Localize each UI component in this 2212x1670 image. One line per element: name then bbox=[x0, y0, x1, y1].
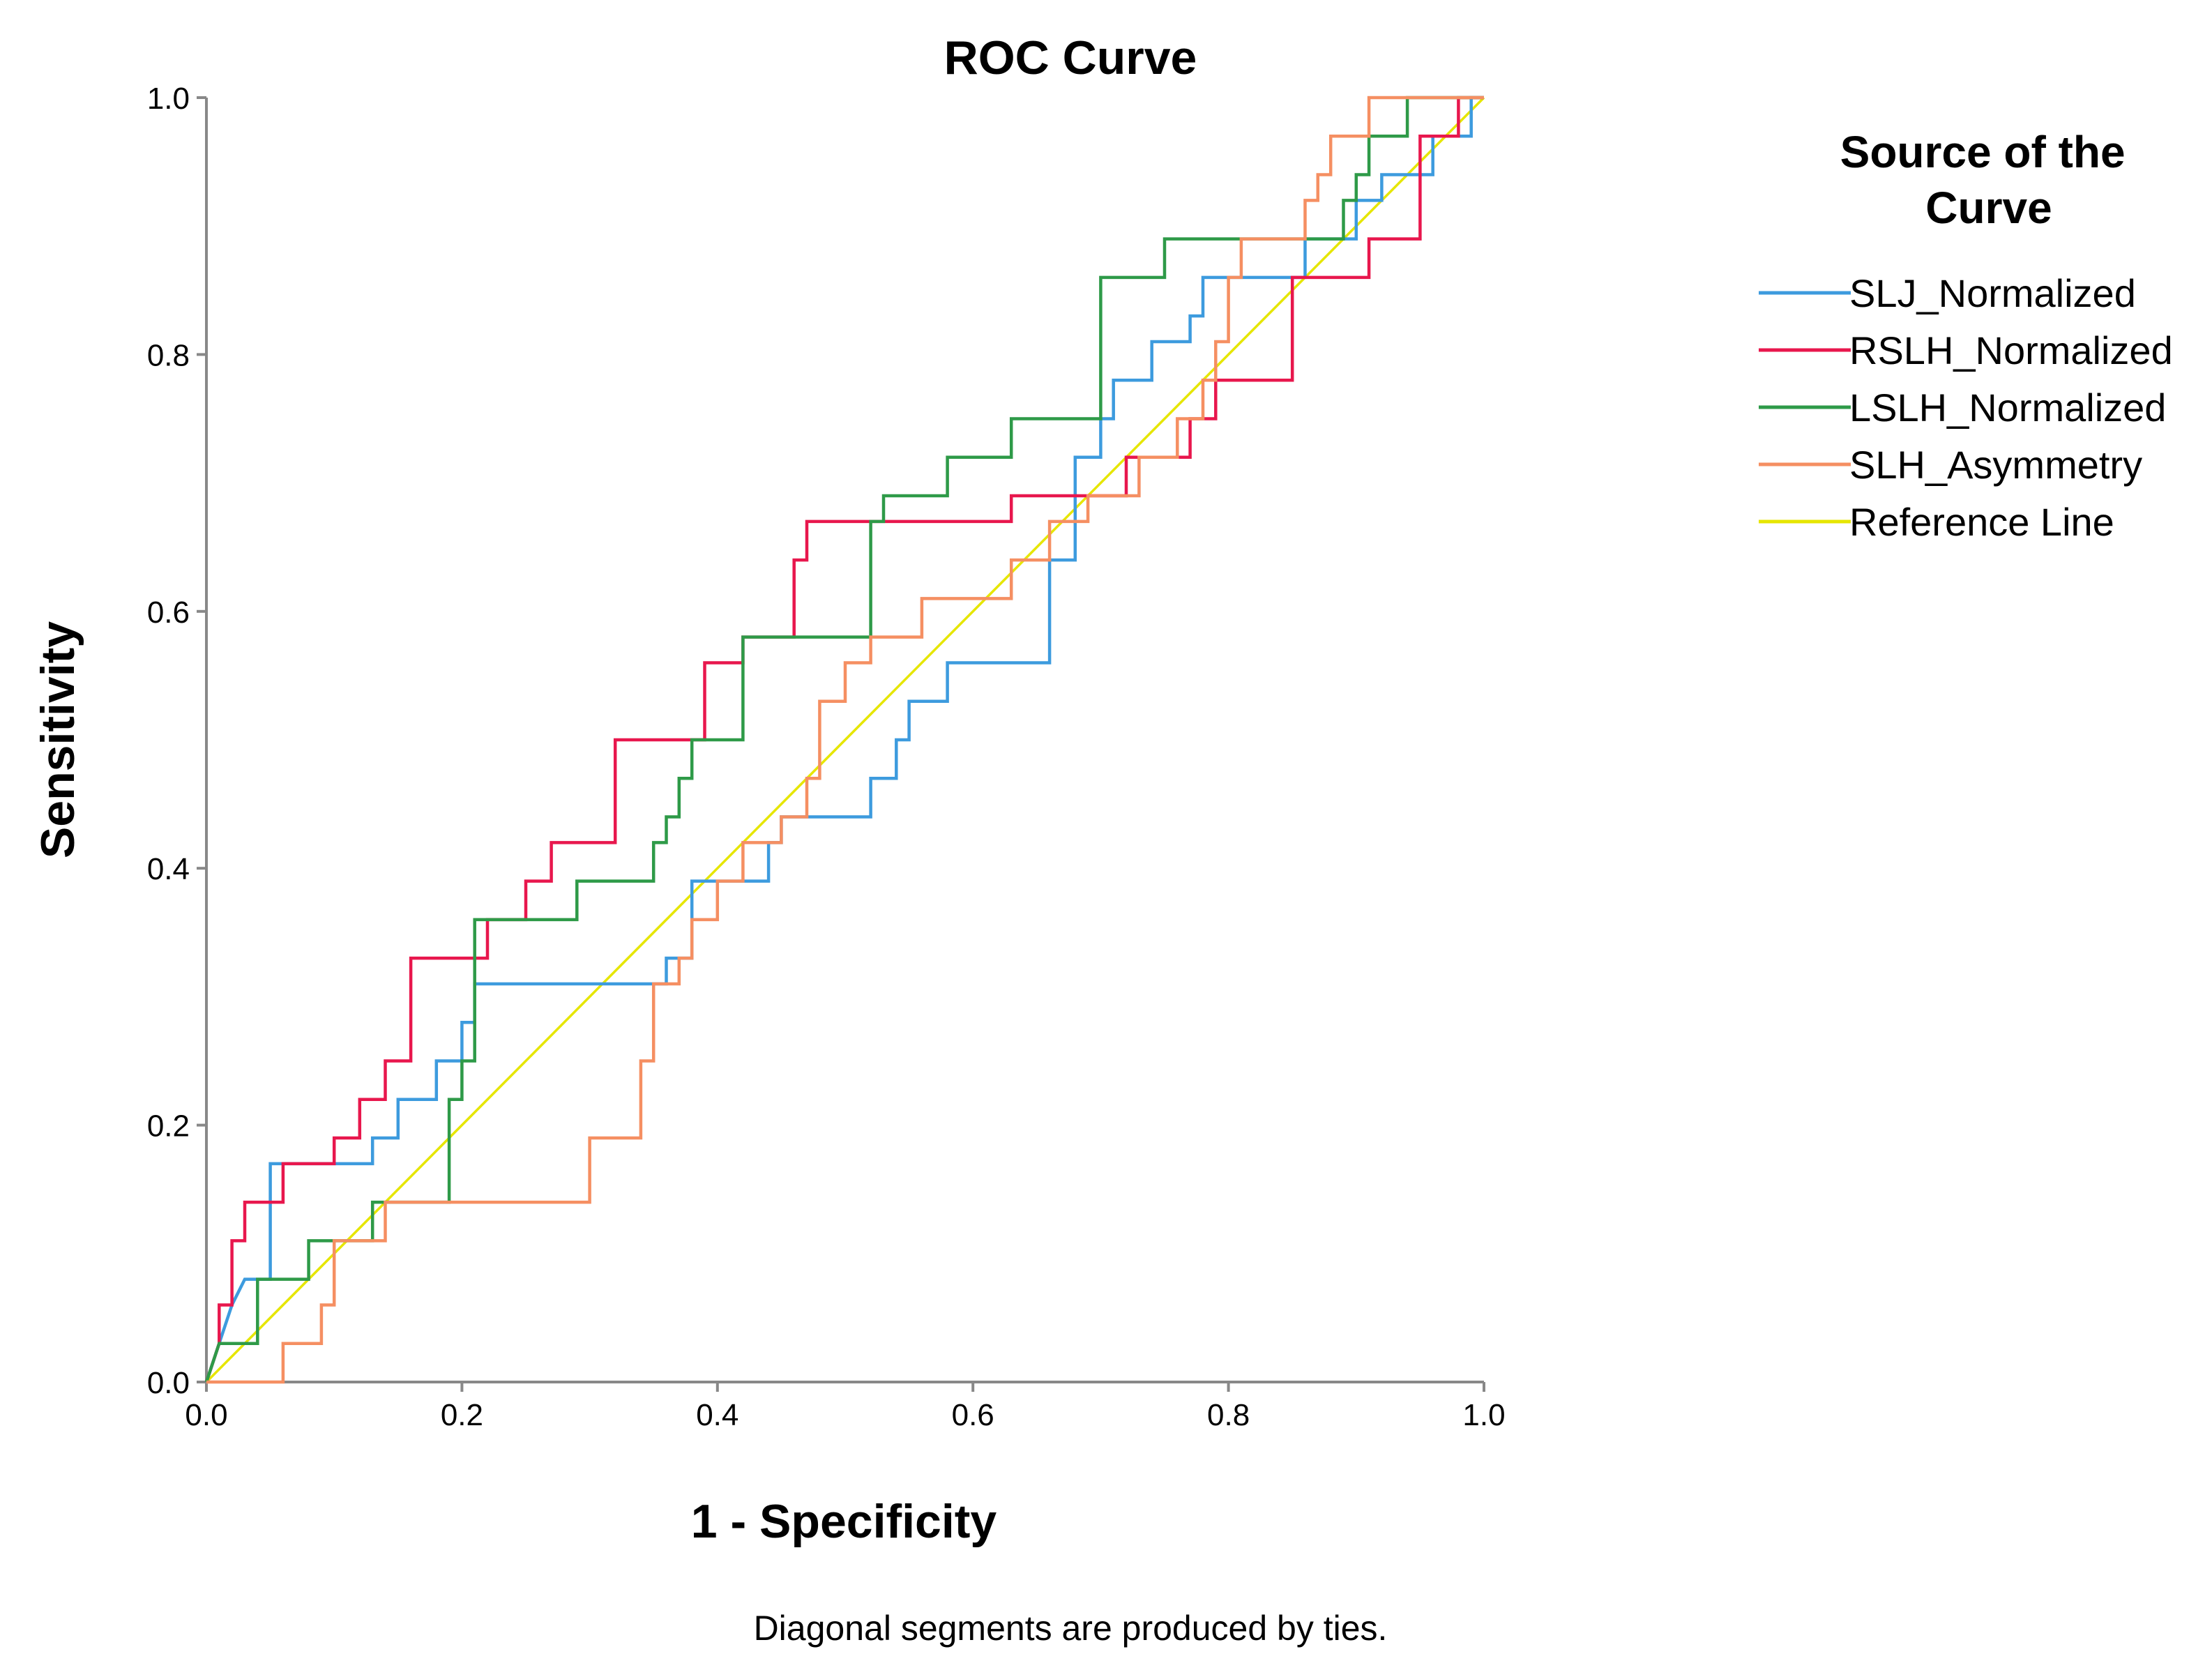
footnote: Diagonal segments are produced by ties. bbox=[754, 1609, 1388, 1648]
x-tick-label: 0.2 bbox=[441, 1398, 483, 1432]
chart-title: ROC Curve bbox=[944, 31, 1197, 84]
x-tick-label: 0.6 bbox=[952, 1398, 994, 1432]
x-tick-label: 0.8 bbox=[1207, 1398, 1250, 1432]
y-axis-ticks: 0.0 0.2 0.4 0.6 0.8 1.0 bbox=[147, 82, 206, 1400]
x-tick-label: 0.0 bbox=[185, 1398, 227, 1432]
x-axis-title: 1 - Specificity bbox=[691, 1495, 997, 1548]
legend-title: Source of the Curve bbox=[1840, 127, 2138, 233]
legend-label-reference-line: Reference Line bbox=[1849, 500, 2114, 544]
legend-label-rslh-normalized: RSLH_Normalized bbox=[1849, 328, 2173, 372]
legend-label-slj-normalized: SLJ_Normalized bbox=[1849, 271, 2136, 315]
series-line-slj-normalized bbox=[204, 96, 1484, 1383]
legend-label-slh-asymmetry: SLH_Asymmetry bbox=[1849, 443, 2142, 487]
y-tick-label: 0.2 bbox=[147, 1109, 190, 1144]
legend-title-line-1: Source of the bbox=[1840, 127, 2126, 177]
series-line-reference-line bbox=[205, 96, 1485, 1383]
legend-title-line-2: Curve bbox=[1925, 183, 2052, 233]
y-tick-label: 0.6 bbox=[147, 595, 190, 630]
legend: Source of the Curve SLJ_Normalized RSLH_N… bbox=[1759, 127, 2173, 544]
x-tick-label: 1.0 bbox=[1462, 1398, 1505, 1432]
y-tick-label: 0.8 bbox=[147, 338, 190, 372]
x-tick-label: 0.4 bbox=[696, 1398, 738, 1432]
legend-label-lslh-normalized: LSLH_Normalized bbox=[1849, 386, 2166, 430]
series-line-slh-asymmetry bbox=[206, 96, 1484, 1384]
series-layer bbox=[204, 96, 1485, 1384]
plot-area: 0.0 0.2 0.4 0.6 0.8 1.0 0.0 0.2 0.4 0.6 0.8 1.0 bbox=[147, 82, 1506, 1432]
x-axis-ticks: 0.0 0.2 0.4 0.6 0.8 1.0 bbox=[185, 1382, 1506, 1432]
y-tick-label: 0.4 bbox=[147, 852, 190, 886]
series-line-lslh-normalized bbox=[204, 96, 1484, 1383]
y-tick-label: 1.0 bbox=[147, 82, 190, 116]
y-axis-title: Sensitivity bbox=[31, 621, 84, 858]
legend-items: SLJ_Normalized RSLH_Normalized LSLH_Normal… bbox=[1759, 271, 2173, 544]
y-tick-label: 0.0 bbox=[147, 1366, 190, 1400]
